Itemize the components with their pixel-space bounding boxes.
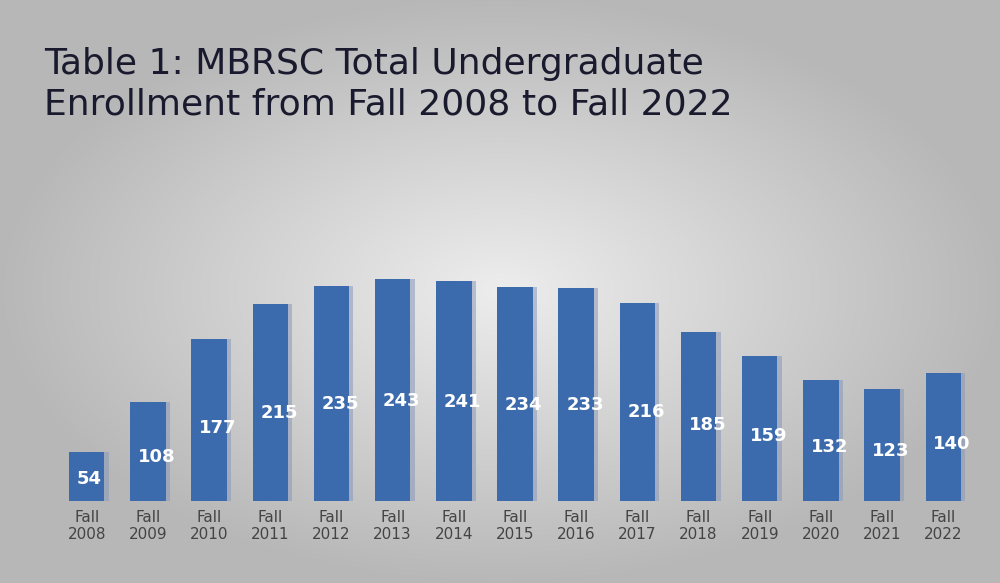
Text: 215: 215 [260, 404, 298, 422]
Text: 132: 132 [811, 438, 848, 456]
Bar [196, 339, 231, 501]
Bar [73, 452, 109, 501]
Bar [318, 286, 353, 501]
Bar [742, 356, 777, 501]
Bar [379, 279, 415, 501]
Bar [375, 279, 410, 501]
Text: 54: 54 [77, 470, 102, 488]
Text: 241: 241 [444, 393, 481, 411]
Bar [685, 332, 721, 501]
Bar [563, 288, 598, 501]
Bar [69, 452, 104, 501]
Text: 159: 159 [750, 427, 787, 445]
Bar [864, 389, 900, 501]
Bar [869, 389, 904, 501]
Bar [497, 287, 533, 501]
Text: 216: 216 [627, 403, 665, 422]
Bar [624, 304, 659, 501]
Bar [620, 304, 655, 501]
Text: 185: 185 [689, 416, 726, 434]
Bar [926, 373, 961, 501]
Text: 140: 140 [933, 435, 971, 452]
Bar [803, 381, 839, 501]
Bar [436, 280, 472, 501]
Text: 233: 233 [566, 396, 604, 415]
Text: 235: 235 [322, 395, 359, 413]
Bar [257, 304, 292, 501]
Bar [746, 356, 782, 501]
Bar [191, 339, 227, 501]
Bar [440, 280, 476, 501]
Bar [134, 402, 170, 501]
Text: 177: 177 [199, 419, 237, 437]
Bar [930, 373, 965, 501]
Text: 234: 234 [505, 396, 543, 414]
Text: 123: 123 [872, 442, 910, 459]
Bar [807, 381, 843, 501]
Text: 108: 108 [138, 448, 176, 466]
Bar [502, 287, 537, 501]
Text: 243: 243 [383, 392, 420, 410]
Bar [130, 402, 166, 501]
Bar [558, 288, 594, 501]
Text: Table 1: MBRSC Total Undergraduate
Enrollment from Fall 2008 to Fall 2022: Table 1: MBRSC Total Undergraduate Enrol… [44, 47, 733, 121]
Bar [314, 286, 349, 501]
Bar [681, 332, 716, 501]
Bar [253, 304, 288, 501]
